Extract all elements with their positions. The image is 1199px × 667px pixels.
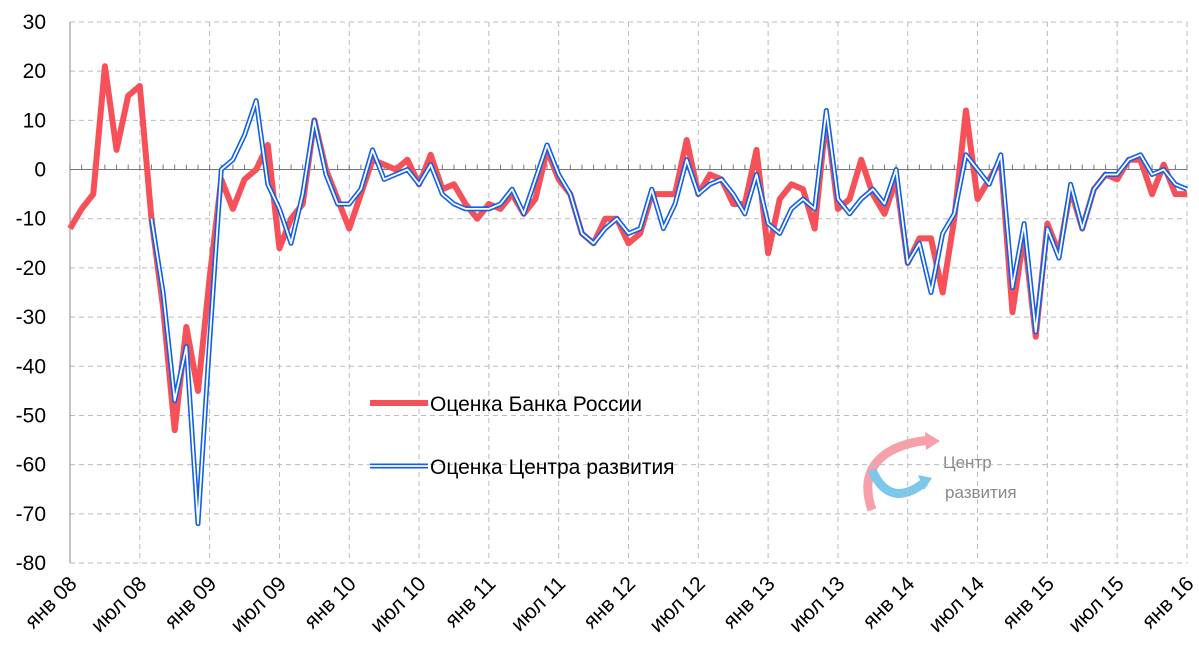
- y-tick-label: -60: [16, 454, 46, 477]
- x-tick-label: июл 10: [366, 572, 431, 637]
- y-tick-label: -80: [16, 552, 46, 575]
- legend-label: Оценка Банка России: [430, 393, 642, 416]
- x-tick-label: июл 15: [1064, 572, 1129, 637]
- x-tick-label: янв 16: [1137, 572, 1198, 633]
- x-tick-label: янв 12: [579, 572, 640, 633]
- series-line-inner: [150, 99, 1188, 525]
- x-tick-label: янв 10: [300, 572, 361, 633]
- x-tick-label: июл 14: [924, 572, 989, 637]
- y-tick-label: 30: [23, 11, 46, 34]
- x-tick-label: янв 15: [998, 572, 1059, 633]
- x-tick-label: июл 08: [87, 572, 152, 637]
- x-tick-label: июл 12: [645, 572, 710, 637]
- y-tick-label: 20: [23, 60, 46, 83]
- x-tick-label: июл 13: [785, 572, 850, 637]
- y-tick-label: -20: [16, 257, 46, 280]
- logo-arrow: [863, 435, 931, 512]
- y-tick-label: -70: [16, 503, 46, 526]
- y-tick-label: 0: [34, 159, 46, 182]
- y-tick-label: 10: [23, 109, 46, 132]
- legend-label: Оценка Центра развития: [430, 456, 675, 479]
- logo-arrow-head: [918, 475, 932, 490]
- grid: [69, 21, 1188, 564]
- y-tick-label: -30: [16, 306, 46, 329]
- x-tick-label: янв 11: [440, 572, 500, 632]
- x-tick-label: янв 13: [719, 572, 780, 633]
- logo: Центр развития: [863, 432, 1017, 512]
- y-tick-label: -50: [16, 404, 46, 427]
- y-tick-label: -40: [16, 355, 46, 378]
- logo-text: развития: [945, 483, 1017, 502]
- x-tick-label: июл 09: [226, 572, 291, 637]
- logo-text: Центр: [943, 453, 992, 472]
- y-tick-label: -10: [16, 208, 46, 231]
- logo-arrow: [867, 468, 928, 498]
- logo-arrow-head: [925, 432, 940, 450]
- x-tick-label: янв 09: [160, 572, 221, 633]
- x-tick-label: янв 14: [858, 572, 919, 633]
- x-tick-label: июл 11: [507, 572, 571, 636]
- x-tick-label: янв 08: [20, 572, 81, 633]
